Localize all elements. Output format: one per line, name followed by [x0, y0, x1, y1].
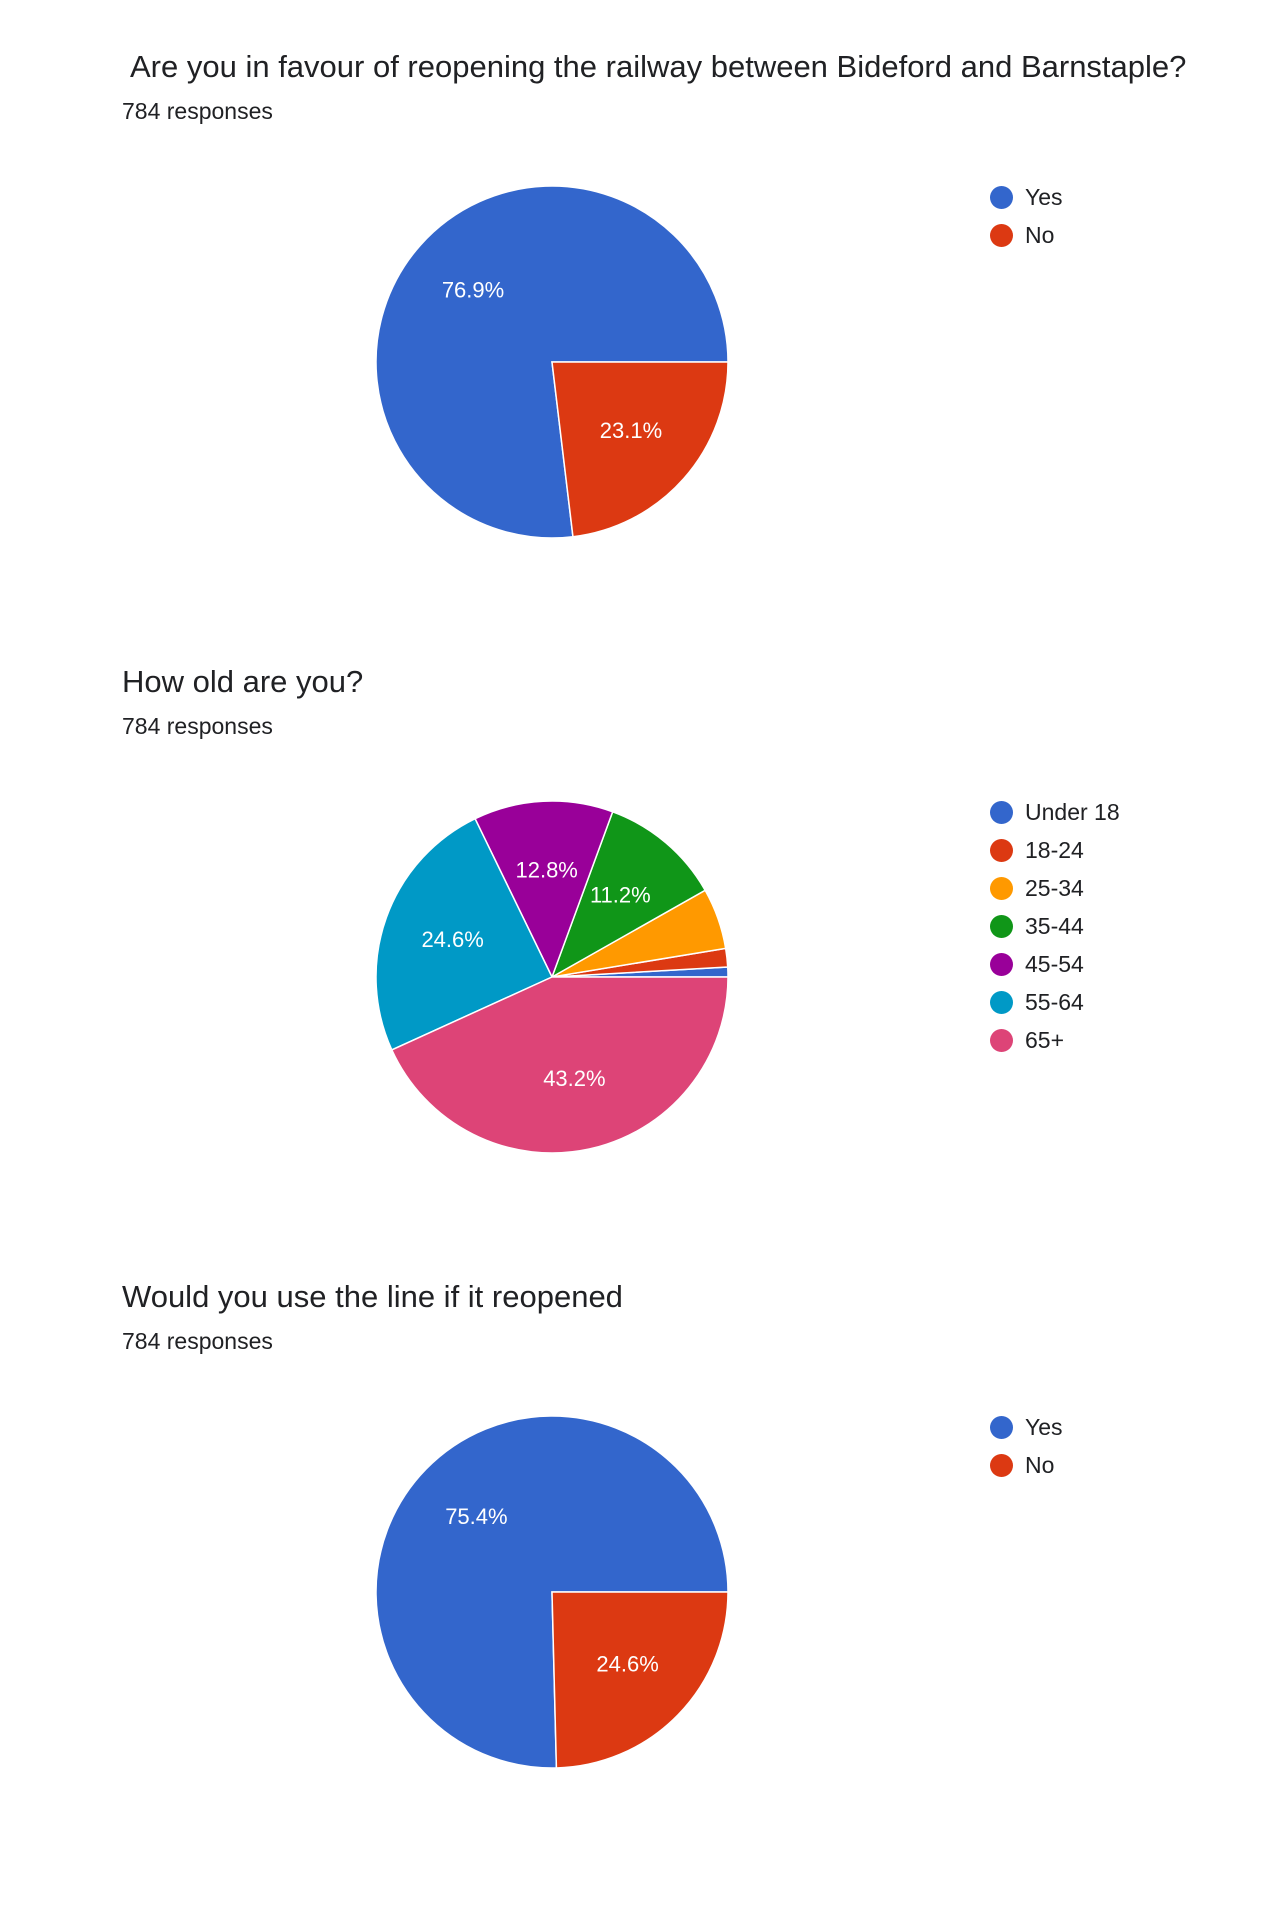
legend-item-yes: Yes	[990, 1408, 1063, 1446]
legend-item-35-44: 35-44	[990, 907, 1120, 945]
legend-item-no: No	[990, 216, 1063, 254]
legend-swatch	[990, 838, 1013, 862]
chart-legend: Under 18 18-24 25-34 35-44 45-54 55-64 65+	[990, 793, 1120, 1059]
legend-item-under-18: Under 18	[990, 793, 1120, 831]
pie-slice-45-54	[474, 800, 614, 979]
chart-section-use-line: Would you use the line if it reopened 78…	[0, 1230, 1280, 1830]
slice-data-label-45-54: 12.8%	[515, 857, 577, 882]
legend-label: No	[1025, 221, 1055, 248]
legend-item-65plus: 65+	[990, 1021, 1120, 1059]
legend-label: 65+	[1025, 1026, 1065, 1053]
chart-section-age: How old are you? 784 responses 11.2% 12.8…	[0, 615, 1280, 1215]
pie-slice-65plus	[390, 976, 729, 1154]
chart-section-railway-favour: Are you in favour of reopening the railw…	[0, 0, 1280, 600]
legend-item-25-34: 25-34	[990, 869, 1120, 907]
chart-legend: Yes No	[990, 1408, 1063, 1484]
legend-item-45-54: 45-54	[990, 945, 1120, 983]
chart-legend: Yes No	[990, 178, 1063, 254]
pie-chart-railway-favour: 76.9% 23.1%	[375, 185, 729, 539]
response-count: 784 responses	[122, 1328, 273, 1354]
legend-label: No	[1025, 1451, 1055, 1478]
slice-data-label-65plus: 43.2%	[543, 1066, 605, 1091]
slice-data-label-yes: 75.4%	[445, 1504, 507, 1529]
pie-slice-no	[551, 361, 729, 538]
legend-item-18-24: 18-24	[990, 831, 1120, 869]
pie-slice-no	[551, 1591, 729, 1769]
legend-swatch	[990, 1028, 1013, 1052]
legend-swatch	[990, 952, 1013, 976]
response-count: 784 responses	[122, 713, 273, 739]
legend-item-yes: Yes	[990, 178, 1063, 216]
legend-swatch	[990, 223, 1013, 247]
chart-title: How old are you?	[122, 664, 364, 699]
pie-slice-35-44	[550, 810, 707, 979]
chart-title: Would you use the line if it reopened	[122, 1279, 623, 1314]
legend-label: 25-34	[1025, 874, 1084, 901]
legend-swatch	[990, 914, 1013, 938]
legend-item-55-64: 55-64	[990, 983, 1120, 1021]
legend-label: 35-44	[1025, 912, 1084, 939]
pie-chart-age: 11.2% 12.8% 24.6% 43.2%	[375, 800, 729, 1154]
legend-swatch	[990, 1453, 1013, 1477]
slice-data-label-yes: 76.9%	[442, 278, 504, 303]
legend-label: 18-24	[1025, 836, 1084, 863]
legend-label: Yes	[1025, 1413, 1063, 1440]
legend-swatch	[990, 800, 1013, 824]
legend-label: 55-64	[1025, 988, 1084, 1015]
pie-chart-use-line: 75.4% 24.6%	[375, 1415, 729, 1769]
pie-slice-55-64	[375, 817, 554, 1051]
legend-swatch	[990, 185, 1013, 209]
legend-swatch	[990, 1415, 1013, 1439]
chart-title: Are you in favour of reopening the railw…	[130, 49, 1187, 84]
legend-label: Under 18	[1025, 798, 1120, 825]
slice-data-label-no: 24.6%	[596, 1652, 658, 1677]
response-count: 784 responses	[122, 98, 273, 124]
legend-swatch	[990, 990, 1013, 1014]
legend-label: 45-54	[1025, 950, 1084, 977]
legend-swatch	[990, 876, 1013, 900]
legend-label: Yes	[1025, 183, 1063, 210]
slice-data-label-55-64: 24.6%	[421, 927, 483, 952]
slice-data-label-35-44: 11.2%	[590, 882, 651, 907]
legend-item-no: No	[990, 1446, 1063, 1484]
slice-data-label-no: 23.1%	[600, 418, 662, 443]
